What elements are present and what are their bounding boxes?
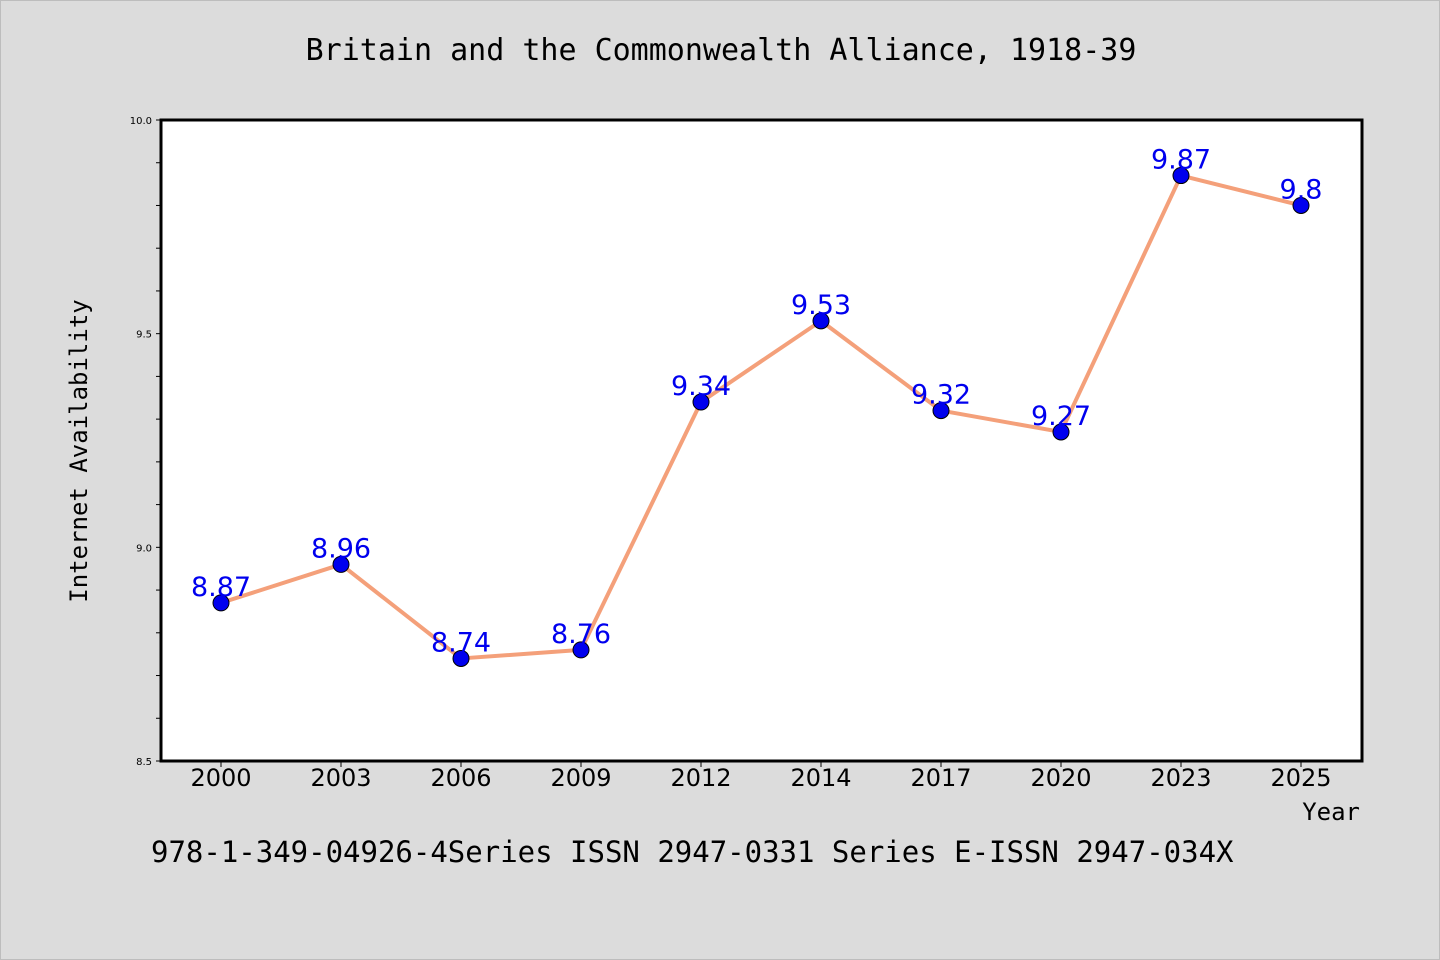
data-label: 8.87	[191, 572, 251, 603]
data-point	[452, 649, 470, 667]
data-label: 8.76	[551, 619, 611, 650]
data-point	[572, 641, 590, 659]
data-label: 8.74	[431, 627, 491, 658]
y-tick-label: 8.5	[136, 757, 152, 768]
x-tick-label: 2020	[1030, 764, 1091, 792]
footer-isbn-issn: 978-1-349-04926-4Series ISSN 2947-0331 S…	[151, 835, 1234, 869]
data-label: 9.32	[911, 380, 971, 411]
plot-area	[159, 118, 1364, 763]
data-point	[1172, 167, 1190, 185]
data-label: 9.53	[791, 290, 851, 321]
series-line	[220, 173, 1302, 661]
data-point	[932, 402, 950, 420]
y-tick-label: 10.0	[130, 116, 152, 127]
data-label-group: 8.87 8.96 8.74 8.76 9.34 9.53 9.32 9.27 9.87 9.8	[191, 145, 1323, 659]
x-tick-label: 2025	[1270, 764, 1331, 792]
data-label: 9.87	[1151, 145, 1211, 176]
y-tick-label: 9.5	[136, 330, 152, 341]
data-point	[812, 312, 830, 330]
data-label: 9.27	[1031, 401, 1091, 432]
x-tick-label: 2009	[550, 764, 611, 792]
series-group	[212, 167, 1310, 667]
data-point	[1292, 196, 1310, 214]
x-axis: 2000 2003 2006 2009 2012 2014 2017 2020 2023 2025	[190, 761, 1332, 792]
x-tick-label: 2012	[670, 764, 731, 792]
x-axis-label: Year	[1302, 798, 1360, 826]
x-tick-label: 2017	[910, 764, 971, 792]
data-point	[212, 594, 230, 612]
chart-title: Britain and the Commonwealth Alliance, 1…	[305, 33, 1137, 68]
x-tick-label: 2014	[790, 764, 851, 792]
x-tick-label: 2003	[310, 764, 371, 792]
x-tick-label: 2000	[190, 764, 251, 792]
y-axis-label: Internet Availability	[65, 299, 93, 602]
y-tick-label: 9.0	[136, 543, 152, 554]
x-tick-label: 2006	[430, 764, 491, 792]
data-point	[1052, 423, 1070, 441]
data-label: 8.96	[311, 533, 371, 564]
y-axis: 8.5 9.0 9.5 10.0	[130, 116, 161, 768]
data-label: 9.8	[1280, 174, 1323, 205]
data-point	[332, 555, 350, 573]
data-point	[692, 393, 710, 411]
x-tick-label: 2023	[1150, 764, 1211, 792]
data-label: 9.34	[671, 371, 731, 402]
